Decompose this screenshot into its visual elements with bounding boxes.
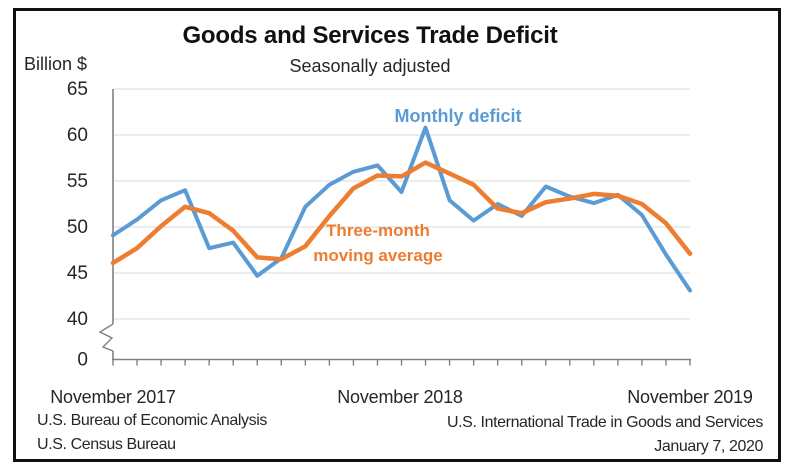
chart-subtitle: Seasonally adjusted (289, 56, 451, 76)
chart-outer-border (13, 8, 781, 462)
x-axis-label-november-2017: November 2017 (50, 387, 176, 407)
y-tick-label-65: 65 (67, 79, 88, 100)
x-axis-label-november-2018: November 2018 (337, 387, 463, 407)
y-tick-label-0: 0 (77, 350, 88, 371)
series-label-monthly-deficit: Monthly deficit (394, 106, 522, 126)
y-axis-unit-label: Billion $ (24, 54, 88, 74)
y-tick-label-45: 45 (67, 263, 88, 284)
y-axis-break-icon (98, 323, 114, 352)
y-tick-label-50: 50 (67, 217, 88, 238)
series-line-moving-average (110, 160, 693, 266)
series-label-moving-average-line1: Three-month (326, 221, 430, 240)
report-title: U.S. International Trade in Goods and Se… (446, 414, 763, 431)
y-tick-label-55: 55 (67, 171, 88, 192)
series-label-moving-average: Three-month moving average (293, 218, 463, 268)
source-census: U.S. Census Bureau (37, 436, 176, 453)
report-date: January 7, 2020 (654, 438, 763, 455)
series-line-monthly-deficit (111, 125, 692, 293)
source-bea: U.S. Bureau of Economic Analysis (37, 412, 267, 429)
y-tick-label-60: 60 (67, 125, 88, 146)
x-axis-label-november-2019: November 2019 (627, 387, 753, 407)
series-label-moving-average-line2: moving average (313, 246, 443, 265)
y-tick-label-40: 40 (67, 309, 88, 330)
chart-title: Goods and Services Trade Deficit (182, 22, 558, 49)
